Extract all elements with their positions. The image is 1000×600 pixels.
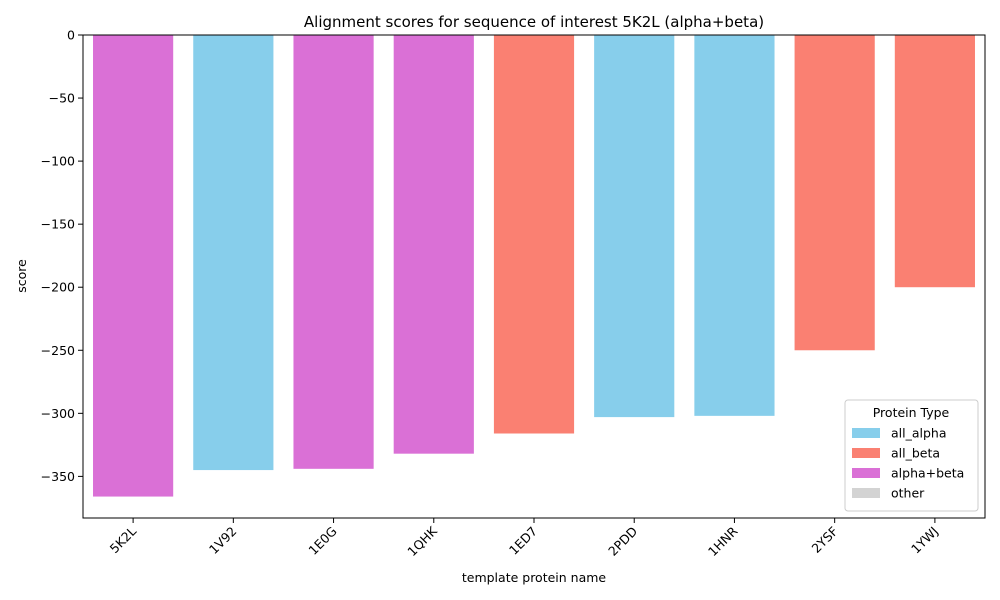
- legend-swatch-all-beta: [852, 448, 880, 458]
- legend-label: alpha+beta: [891, 466, 964, 481]
- plot-frame: [82, 34, 986, 519]
- bar-1qhk: [393, 35, 474, 454]
- bar-5k2l: [93, 35, 174, 497]
- y-tick-label: −50: [49, 91, 75, 106]
- y-tick-label: 0: [67, 28, 75, 43]
- bar-2pdd: [594, 35, 675, 418]
- x-axis-label: template protein name: [462, 570, 607, 585]
- chart-title: Alignment scores for sequence of interes…: [304, 13, 764, 31]
- legend-label: all_alpha: [891, 426, 947, 441]
- y-tick-label: −150: [41, 217, 75, 232]
- y-tick-label: −100: [41, 154, 75, 169]
- legend-swatch-all-alpha: [852, 428, 880, 438]
- y-axis-label: score: [14, 259, 29, 293]
- y-tick-label: −250: [41, 343, 75, 358]
- bar-1e0g: [293, 35, 374, 469]
- y-tick-label: −350: [41, 469, 75, 484]
- y-axis: 0 −50 −100 −150 −200 −250 −300 −350: [41, 28, 83, 484]
- legend: Protein Type all_alpha all_beta alpha+beta…: [844, 399, 979, 512]
- legend-label: other: [891, 486, 925, 501]
- legend-swatch-other: [852, 488, 880, 498]
- y-tick-label: −200: [41, 280, 75, 295]
- bar-1hnr: [694, 35, 775, 416]
- bar-1v92: [193, 35, 274, 471]
- legend-label: all_beta: [891, 446, 940, 461]
- legend-swatch-alpha-beta: [852, 468, 880, 478]
- legend-entries: all_alpha all_beta alpha+beta other: [852, 426, 964, 501]
- y-tick-label: −300: [41, 406, 75, 421]
- bars-group: [93, 35, 975, 497]
- bar-2ysf: [794, 35, 875, 351]
- legend-box: [844, 399, 979, 512]
- bar-1ywj: [894, 35, 975, 288]
- legend-title: Protein Type: [873, 405, 950, 420]
- bar-1ed7: [493, 35, 575, 434]
